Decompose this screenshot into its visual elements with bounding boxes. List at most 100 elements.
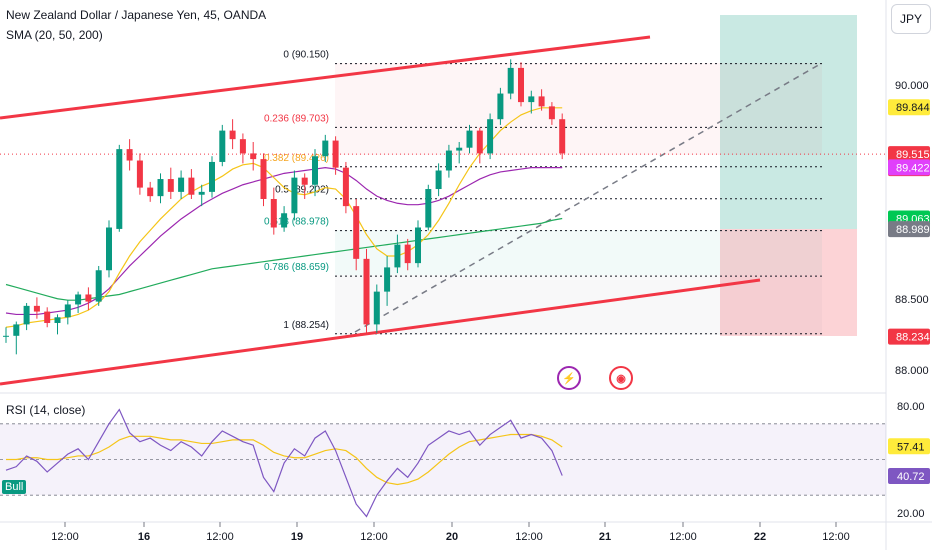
- candle: [415, 220, 421, 268]
- price-tick-0: 90.000: [895, 80, 929, 92]
- candle-body: [75, 294, 82, 305]
- time-tick-9: 22: [754, 531, 766, 543]
- candle: [44, 307, 51, 328]
- candle-body: [507, 67, 514, 94]
- candle-body: [384, 267, 391, 292]
- fib-band-top: [335, 63, 822, 155]
- candle: [3, 327, 9, 343]
- currency-button[interactable]: JPY: [891, 4, 931, 34]
- candle: [260, 153, 267, 207]
- time-tick-8: 12:00: [669, 531, 697, 543]
- candle-body: [332, 140, 339, 168]
- candle-body: [250, 153, 257, 160]
- bull-badge: Bull: [2, 480, 27, 494]
- candle-body: [44, 311, 51, 323]
- price-tick-2: 88.000: [895, 365, 929, 377]
- candle-body: [538, 96, 545, 107]
- rsi-tag-label-rsi: 40.72: [897, 471, 925, 483]
- candle-body: [312, 156, 318, 185]
- candle-body: [373, 291, 380, 325]
- candle: [353, 199, 360, 271]
- rsi-label[interactable]: RSI (14, close): [6, 403, 86, 417]
- candle-body: [209, 161, 215, 192]
- candle: [270, 187, 277, 235]
- candle: [548, 102, 555, 125]
- candle-body: [425, 189, 432, 228]
- fib-label-3: 0.5 (89.202): [275, 185, 329, 196]
- candle-body: [301, 177, 308, 185]
- candle-body: [559, 119, 566, 154]
- rsi-ma-line: [6, 433, 563, 486]
- candle: [332, 136, 339, 175]
- rsi-tag-label-ma: 57.41: [897, 441, 925, 453]
- lightning-event-icon[interactable]: ⚡: [557, 366, 581, 390]
- candle: [538, 89, 545, 111]
- candle: [250, 142, 257, 171]
- price-tag-label-sma50: 89.422: [896, 162, 930, 174]
- candle: [157, 173, 164, 204]
- candle-body: [23, 305, 30, 325]
- candle-body: [404, 244, 411, 264]
- candle-body: [363, 258, 370, 325]
- time-tick-7: 21: [599, 531, 611, 543]
- price-tag-label-last: 89.515: [896, 149, 930, 161]
- candle-body: [445, 150, 452, 171]
- candle: [456, 142, 463, 164]
- target-event-icon[interactable]: ◉: [609, 366, 633, 390]
- candle: [394, 234, 401, 274]
- candle-body: [116, 149, 123, 229]
- candle-body: [260, 159, 267, 199]
- candle: [342, 161, 349, 214]
- price-tag-label-stop: 88.234: [896, 332, 930, 344]
- candle-body: [435, 170, 442, 190]
- fib-label-6: 1 (88.254): [283, 320, 329, 331]
- candle-body: [54, 317, 61, 323]
- candle: [528, 90, 535, 114]
- candle: [497, 87, 504, 125]
- time-tick-2: 12:00: [206, 531, 234, 543]
- fib-label-1: 0.236 (89.703): [264, 113, 329, 124]
- price-tag-label-sma20: 89.844: [896, 102, 930, 114]
- candle-body: [394, 244, 401, 268]
- time-tick-3: 19: [291, 531, 303, 543]
- candle: [435, 163, 442, 197]
- target-zone: [720, 15, 857, 229]
- price-tag-sma50: [888, 159, 930, 176]
- price-tick-1: 88.500: [895, 294, 929, 306]
- time-tick-6: 12:00: [515, 531, 543, 543]
- candle: [239, 133, 246, 164]
- candle-body: [476, 130, 483, 154]
- candle-body: [106, 227, 112, 271]
- candle: [198, 184, 205, 207]
- candle: [126, 139, 133, 171]
- candle-body: [157, 179, 164, 197]
- rsi-tag-ma: [888, 438, 930, 455]
- candle: [33, 297, 40, 319]
- channel-lower-line: [0, 278, 761, 386]
- candle: [466, 124, 473, 154]
- candle-body: [198, 191, 205, 195]
- candle-body: [528, 96, 535, 103]
- chart-title: New Zealand Dollar / Japanese Yen, 45, O…: [6, 8, 267, 22]
- candle: [404, 238, 411, 271]
- candle-body: [497, 93, 504, 120]
- candle-body: [167, 179, 174, 192]
- channel-upper-line: [0, 35, 651, 120]
- time-tick-5: 20: [446, 531, 458, 543]
- candle-body: [291, 177, 298, 214]
- candle: [322, 134, 329, 162]
- candle: [518, 62, 524, 107]
- candle-body: [136, 160, 143, 188]
- candle: [291, 170, 298, 221]
- candle-body: [456, 147, 463, 151]
- candle: [229, 119, 236, 150]
- candle: [178, 170, 185, 199]
- price-tag-entry: [888, 221, 930, 238]
- candle-body: [3, 335, 9, 337]
- candle-body: [353, 206, 360, 259]
- sma-indicator-label[interactable]: SMA (20, 50, 200): [6, 28, 103, 42]
- candle: [64, 300, 71, 325]
- candle-body: [188, 177, 195, 195]
